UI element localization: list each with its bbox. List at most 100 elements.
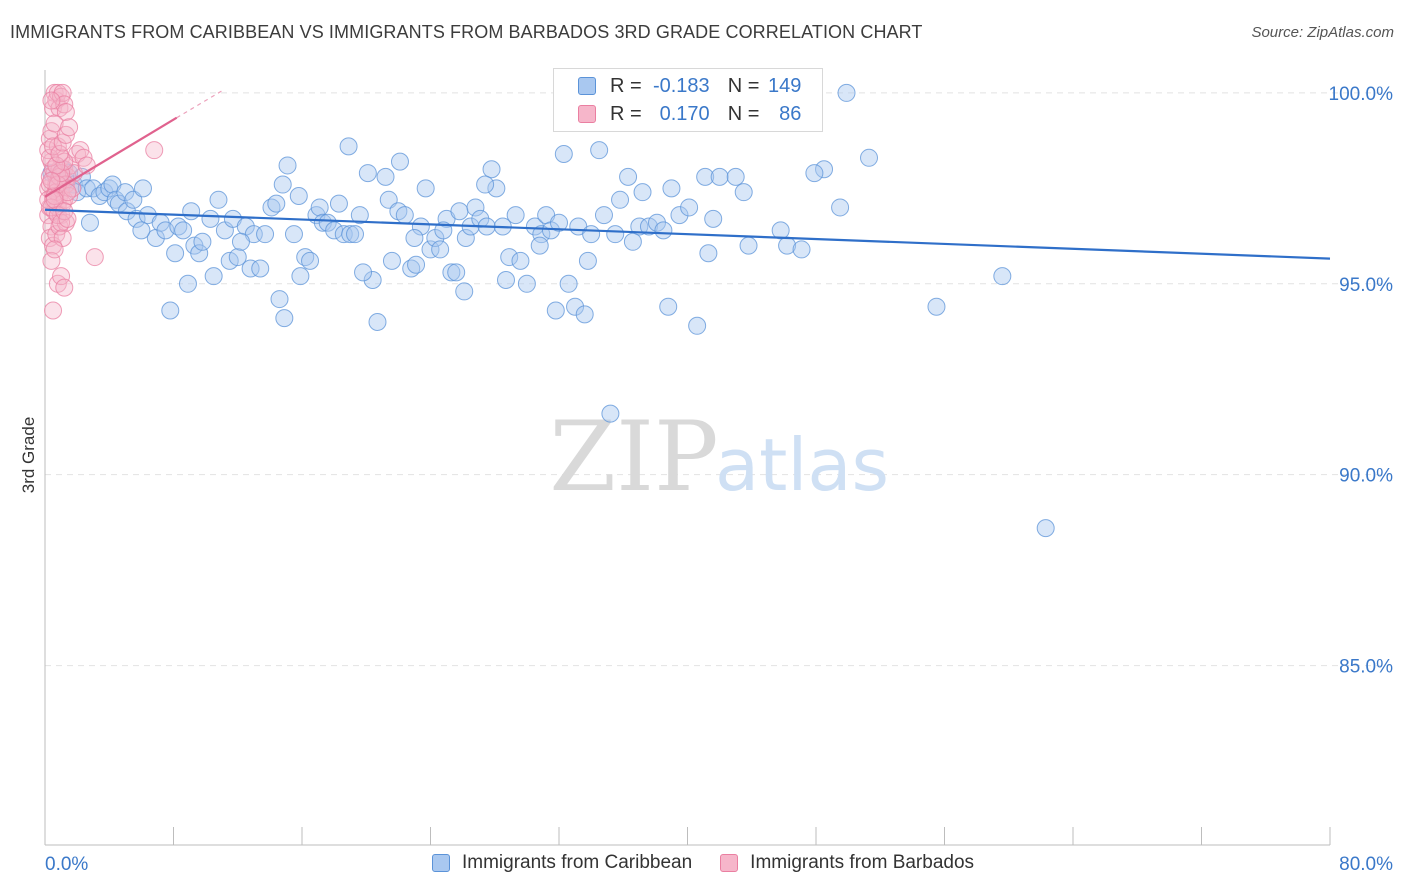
caribbean-point xyxy=(310,198,329,217)
caribbean-point xyxy=(659,297,678,316)
caribbean-point xyxy=(291,267,310,286)
legend-item-barbados[interactable]: Immigrants from Barbados xyxy=(720,852,974,874)
y-tick-label: 100.0% xyxy=(1329,84,1394,105)
caribbean-point xyxy=(376,167,395,186)
caribbean-point xyxy=(270,290,289,309)
barbados-point xyxy=(52,267,71,286)
caribbean-point xyxy=(530,236,549,255)
caribbean-point xyxy=(455,282,474,301)
caribbean-point xyxy=(395,206,414,225)
series-barbados-points xyxy=(39,83,164,320)
caribbean-point xyxy=(358,164,377,183)
legend-label-barbados: Immigrants from Barbados xyxy=(750,852,975,873)
caribbean-point xyxy=(416,179,435,198)
caribbean-point xyxy=(339,137,358,156)
y-tick-label: 95.0% xyxy=(1339,275,1393,296)
caribbean-point xyxy=(241,259,260,278)
caribbean-point xyxy=(582,225,601,244)
caribbean-point xyxy=(623,232,642,251)
barbados-swatch xyxy=(578,105,596,123)
caribbean-point xyxy=(256,225,275,244)
barbados-point xyxy=(85,248,104,267)
y-axis-title: 3rd Grade xyxy=(19,417,38,494)
caribbean-point xyxy=(127,209,146,228)
caribbean-point xyxy=(594,206,613,225)
y-tick-label: 85.0% xyxy=(1339,657,1393,678)
caribbean-point xyxy=(382,251,401,270)
caribbean-point xyxy=(363,270,382,289)
caribbean-point xyxy=(815,160,834,179)
caribbean-point xyxy=(390,152,409,171)
barbados-point xyxy=(42,251,61,270)
stats-row-caribbean: R = -0.183 N = 149 xyxy=(578,73,801,99)
chart-title: IMMIGRANTS FROM CARIBBEAN VS IMMIGRANTS … xyxy=(10,22,923,42)
tick-labels: 100.0% 95.0% 90.0% 85.0% 0.0% 80.0% xyxy=(45,84,1393,875)
caribbean-point xyxy=(482,160,501,179)
caribbean-point xyxy=(275,309,294,328)
n-label: N = xyxy=(727,74,760,97)
caribbean-point xyxy=(466,198,485,217)
n-label: N = xyxy=(727,102,760,125)
caribbean-point xyxy=(267,194,286,213)
caribbean-point xyxy=(471,209,490,228)
caribbean-point xyxy=(284,225,303,244)
caribbean-r-value: -0.183 xyxy=(652,74,710,97)
caribbean-point xyxy=(611,190,630,209)
caribbean-point xyxy=(662,179,681,198)
caribbean-point xyxy=(554,144,573,163)
caribbean-point xyxy=(354,263,373,282)
caribbean-point xyxy=(805,164,824,183)
caribbean-point xyxy=(166,244,185,263)
caribbean-point xyxy=(447,263,466,282)
legend-item-caribbean[interactable]: Immigrants from Caribbean xyxy=(431,852,692,874)
barbados-point xyxy=(42,171,61,190)
caribbean-point xyxy=(204,267,223,286)
caribbean-point xyxy=(710,167,729,186)
y-tick-label: 90.0% xyxy=(1339,466,1393,487)
barbados-point xyxy=(44,301,63,320)
caribbean-point xyxy=(726,167,745,186)
caribbean-point xyxy=(575,305,594,324)
caribbean-point xyxy=(368,312,387,331)
caribbean-point xyxy=(496,270,515,289)
caribbean-point xyxy=(132,221,151,240)
caribbean-point xyxy=(578,251,597,270)
caribbean-point xyxy=(190,244,209,263)
caribbean-point xyxy=(289,186,308,205)
caribbean-point xyxy=(117,202,136,221)
caribbean-point xyxy=(506,206,525,225)
caribbean-point xyxy=(680,198,699,217)
caribbean-point xyxy=(500,248,519,267)
caribbean-trend-line xyxy=(44,208,1331,260)
caribbean-point xyxy=(318,213,337,232)
caribbean-point xyxy=(1036,519,1055,538)
barbados-point xyxy=(58,209,77,228)
caribbean-point xyxy=(993,267,1012,286)
caribbean-point xyxy=(251,259,270,278)
r-label: R = xyxy=(610,74,642,97)
barbados-trend-line xyxy=(44,116,178,198)
caribbean-point xyxy=(860,148,879,167)
barbados-point xyxy=(44,137,63,156)
caribbean-point xyxy=(771,221,790,240)
caribbean-point xyxy=(193,232,212,251)
caribbean-point xyxy=(606,225,625,244)
caribbean-swatch xyxy=(578,77,596,95)
caribbean-point xyxy=(532,225,551,244)
caribbean-point xyxy=(84,179,103,198)
caribbean-point xyxy=(407,255,426,274)
caribbean-point xyxy=(590,141,609,160)
barbados-trend-extension xyxy=(176,90,222,119)
caribbean-point xyxy=(476,175,495,194)
trend-lines xyxy=(44,90,1331,260)
barbados-point xyxy=(50,144,69,163)
barbados-point xyxy=(145,141,164,160)
caribbean-point xyxy=(550,213,568,232)
caribbean-point xyxy=(231,232,250,251)
caribbean-point xyxy=(421,240,440,259)
watermark-zip: ZIP xyxy=(549,401,718,513)
caribbean-point xyxy=(670,206,689,225)
caribbean-point xyxy=(278,156,297,175)
caribbean-point xyxy=(633,183,652,202)
